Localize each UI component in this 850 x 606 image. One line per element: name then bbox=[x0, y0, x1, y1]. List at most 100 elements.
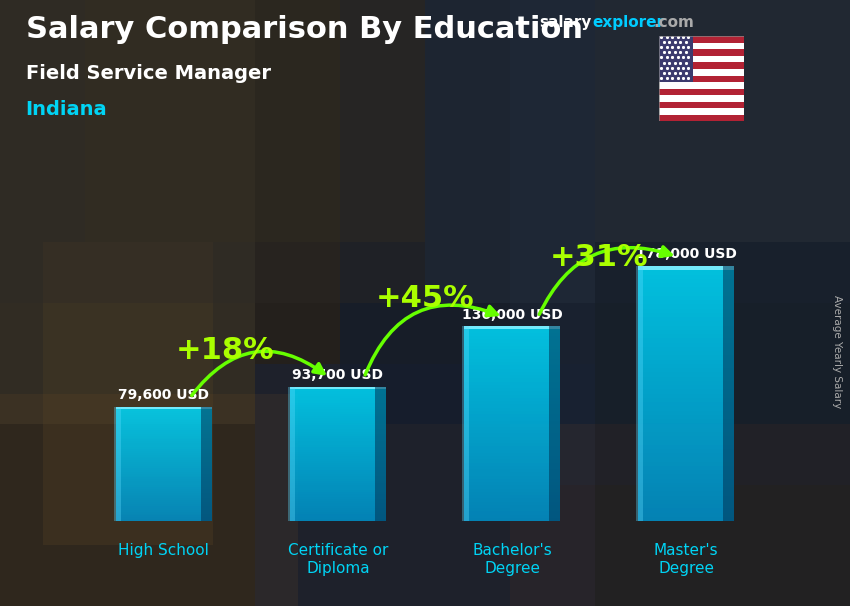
Bar bbox=[659, 102, 744, 108]
Bar bbox=[638, 432, 734, 436]
Bar bbox=[0, 0, 255, 424]
Bar bbox=[464, 492, 560, 495]
Bar bbox=[638, 483, 734, 487]
Bar bbox=[116, 451, 212, 453]
Bar bbox=[290, 470, 386, 472]
Bar bbox=[638, 474, 734, 479]
Bar bbox=[290, 505, 386, 508]
Bar bbox=[255, 364, 595, 606]
Bar bbox=[290, 519, 386, 521]
Bar bbox=[290, 512, 386, 514]
Bar bbox=[290, 394, 386, 396]
Bar bbox=[290, 434, 386, 436]
Bar bbox=[116, 489, 212, 491]
Bar bbox=[464, 427, 560, 430]
Bar bbox=[659, 36, 744, 43]
Bar bbox=[638, 504, 734, 508]
Bar bbox=[290, 479, 386, 481]
Bar bbox=[290, 416, 386, 418]
Text: 178,000 USD: 178,000 USD bbox=[636, 247, 736, 261]
Bar bbox=[464, 482, 560, 485]
Bar bbox=[116, 413, 212, 415]
Bar bbox=[290, 418, 386, 421]
FancyArrowPatch shape bbox=[192, 351, 324, 396]
Bar bbox=[638, 496, 734, 500]
Bar bbox=[116, 411, 212, 413]
Bar bbox=[638, 266, 734, 270]
Bar bbox=[42, 242, 212, 545]
Bar bbox=[638, 517, 734, 521]
Bar bbox=[116, 454, 212, 456]
Bar bbox=[638, 304, 734, 308]
Bar bbox=[116, 441, 212, 443]
Bar bbox=[290, 409, 386, 411]
Bar bbox=[464, 362, 560, 365]
Bar bbox=[638, 356, 734, 360]
Bar bbox=[464, 430, 560, 433]
Bar bbox=[638, 270, 734, 275]
Bar bbox=[464, 453, 560, 456]
Bar bbox=[638, 449, 734, 453]
Bar bbox=[659, 69, 744, 76]
Bar bbox=[638, 470, 734, 474]
FancyArrowPatch shape bbox=[366, 305, 497, 375]
Bar bbox=[464, 365, 560, 368]
Bar bbox=[638, 275, 734, 279]
Bar bbox=[638, 300, 734, 304]
Bar bbox=[116, 417, 212, 419]
Bar bbox=[638, 479, 734, 483]
Bar bbox=[638, 394, 734, 398]
Bar bbox=[464, 401, 560, 404]
Bar bbox=[638, 373, 734, 377]
Bar bbox=[638, 313, 734, 317]
Bar bbox=[116, 510, 212, 511]
Bar bbox=[464, 395, 560, 398]
Bar bbox=[116, 487, 212, 489]
Bar bbox=[638, 458, 734, 462]
Bar bbox=[290, 436, 386, 438]
Bar bbox=[116, 471, 212, 474]
Bar bbox=[290, 443, 386, 445]
Bar bbox=[464, 411, 560, 414]
Bar bbox=[638, 411, 734, 415]
Bar bbox=[116, 468, 212, 470]
Bar bbox=[659, 95, 744, 102]
Bar bbox=[290, 407, 386, 409]
Bar bbox=[464, 498, 560, 502]
Bar bbox=[290, 483, 386, 485]
Bar bbox=[464, 433, 560, 437]
FancyArrowPatch shape bbox=[539, 247, 671, 315]
Bar bbox=[116, 462, 212, 464]
Bar bbox=[290, 405, 386, 407]
Bar bbox=[464, 424, 560, 427]
Bar bbox=[638, 513, 734, 517]
Text: Master's
Degree: Master's Degree bbox=[654, 543, 718, 576]
Bar bbox=[638, 360, 734, 364]
Bar bbox=[638, 338, 734, 342]
Bar bbox=[638, 347, 734, 351]
Bar bbox=[464, 450, 560, 453]
Text: 93,700 USD: 93,700 USD bbox=[292, 368, 383, 382]
Bar bbox=[116, 439, 212, 441]
Bar bbox=[116, 466, 212, 468]
Bar bbox=[464, 473, 560, 476]
Bar bbox=[638, 334, 734, 338]
Bar bbox=[290, 503, 386, 505]
Bar bbox=[116, 511, 212, 513]
Bar bbox=[549, 327, 560, 521]
Bar bbox=[290, 411, 386, 414]
Bar bbox=[464, 440, 560, 443]
Bar bbox=[638, 296, 734, 300]
Bar bbox=[659, 36, 693, 82]
Bar bbox=[464, 443, 560, 447]
Bar bbox=[464, 508, 560, 511]
Bar bbox=[85, 0, 425, 242]
Bar bbox=[464, 466, 560, 469]
Bar bbox=[290, 465, 386, 467]
Bar bbox=[116, 483, 212, 485]
Bar bbox=[290, 387, 386, 389]
Bar bbox=[723, 266, 734, 521]
Bar bbox=[290, 508, 386, 510]
Bar bbox=[638, 508, 734, 513]
Bar bbox=[290, 454, 386, 456]
